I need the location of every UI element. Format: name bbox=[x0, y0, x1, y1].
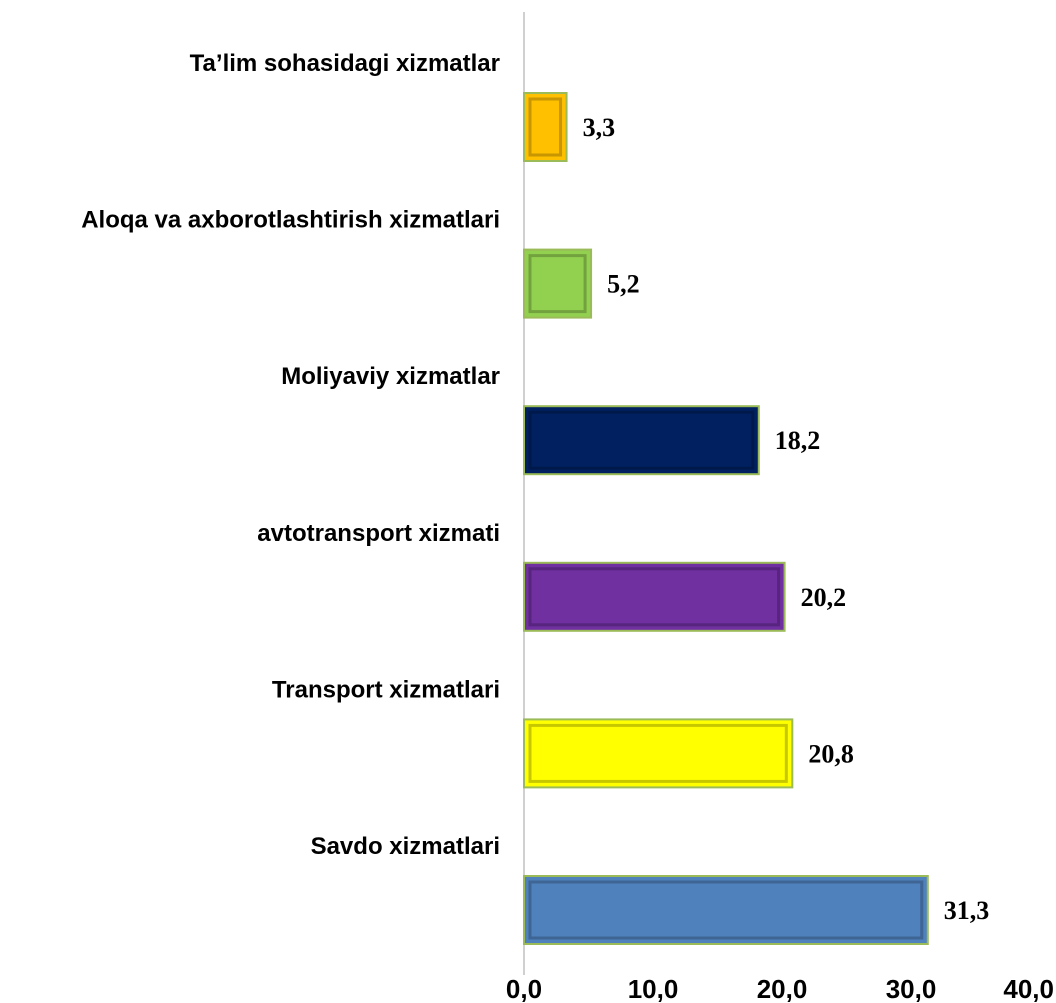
data-label: 18,2 bbox=[775, 426, 821, 455]
category-label: avtotransport xizmati bbox=[257, 520, 500, 547]
data-label: 20,8 bbox=[808, 739, 854, 768]
x-tick-label: 30,0 bbox=[886, 974, 937, 1003]
category-label: Ta’lim sohasidagi xizmatlar bbox=[190, 50, 500, 77]
bar bbox=[523, 405, 760, 476]
category-label: Savdo xizmatlari bbox=[311, 833, 500, 860]
labels-layer: Savdo xizmatlari 31,3 Transport xizmatlari… bbox=[81, 50, 989, 925]
bar bbox=[523, 718, 794, 789]
bar-bevel bbox=[528, 254, 587, 314]
bar bbox=[523, 875, 929, 945]
ticks-layer: 0,0 10,0 20,0 30,0 40,0 bbox=[506, 974, 1054, 1003]
bar bbox=[523, 248, 593, 319]
bar-bevel bbox=[528, 723, 788, 783]
x-tick-label: 20,0 bbox=[757, 974, 808, 1003]
x-tick-label: 0,0 bbox=[506, 974, 542, 1003]
data-label: 5,2 bbox=[607, 270, 640, 299]
bar-bevel bbox=[528, 880, 924, 940]
data-label: 3,3 bbox=[583, 113, 616, 142]
category-label: Moliyaviy xizmatlar bbox=[281, 363, 500, 390]
category-label: Aloqa va axborotlashtirish xizmatlari bbox=[81, 207, 500, 234]
bar bbox=[523, 561, 786, 632]
bar-bevel bbox=[528, 567, 781, 627]
bar-bevel bbox=[528, 97, 563, 157]
bar-bevel bbox=[528, 410, 755, 470]
x-tick-label: 10,0 bbox=[628, 974, 679, 1003]
data-label: 20,2 bbox=[801, 583, 847, 612]
category-label: Transport xizmatlari bbox=[272, 676, 500, 703]
x-tick-label: 40,0 bbox=[1003, 974, 1054, 1003]
bars-layer bbox=[523, 92, 929, 945]
data-label: 31,3 bbox=[944, 896, 990, 925]
